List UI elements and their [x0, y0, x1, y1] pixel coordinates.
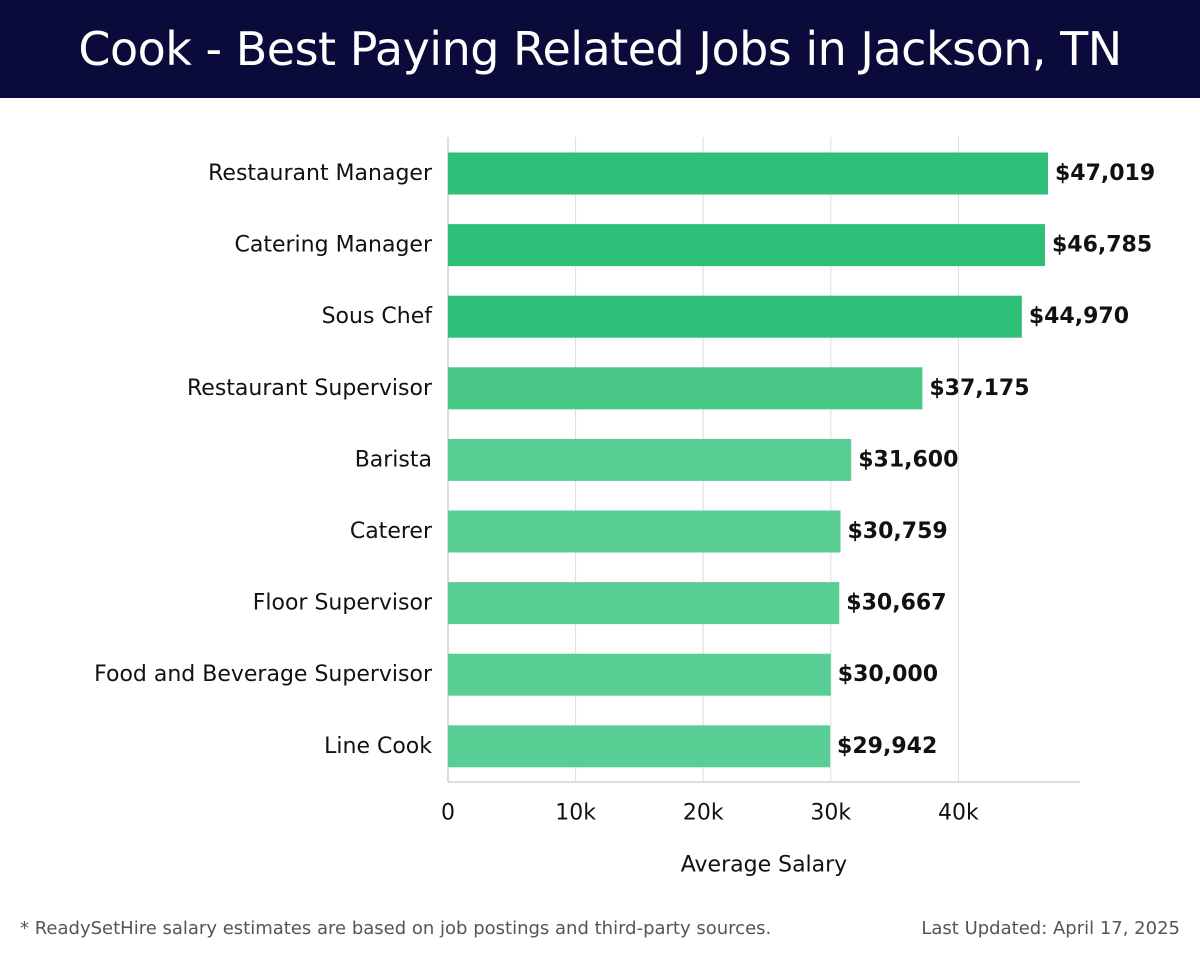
value-label: $30,000 — [838, 662, 938, 687]
value-label: $30,759 — [847, 519, 947, 544]
bar — [448, 152, 1048, 195]
x-tick-label: 30k — [810, 801, 851, 826]
value-label: $29,942 — [837, 734, 937, 759]
value-label: $47,019 — [1055, 161, 1155, 186]
bar — [448, 224, 1045, 267]
chart-header: Cook - Best Paying Related Jobs in Jacks… — [0, 0, 1200, 98]
category-label: Restaurant Manager — [208, 161, 433, 186]
value-label: $31,600 — [858, 447, 958, 472]
value-label: $44,970 — [1029, 304, 1129, 329]
bar — [448, 367, 923, 410]
value-label: $37,175 — [929, 376, 1029, 401]
chart-title: Cook - Best Paying Related Jobs in Jacks… — [78, 22, 1122, 76]
category-label: Caterer — [350, 519, 433, 544]
bar — [448, 510, 841, 553]
bar — [448, 295, 1022, 338]
bar — [448, 725, 831, 768]
value-label: $30,667 — [846, 591, 946, 616]
category-label: Catering Manager — [235, 233, 433, 258]
x-tick-label: 0 — [441, 801, 455, 826]
last-updated: Last Updated: April 17, 2025 — [921, 918, 1180, 939]
x-tick-label: 10k — [555, 801, 596, 826]
value-label: $46,785 — [1052, 233, 1152, 258]
category-label: Food and Beverage Supervisor — [94, 662, 433, 687]
category-label: Line Cook — [324, 734, 432, 759]
category-label: Restaurant Supervisor — [187, 376, 433, 401]
category-label: Floor Supervisor — [253, 591, 433, 616]
footnote: * ReadySetHire salary estimates are base… — [20, 918, 772, 939]
category-label: Sous Chef — [322, 304, 434, 329]
x-tick-label: 20k — [683, 801, 724, 826]
x-axis-title: Average Salary — [681, 853, 847, 878]
x-tick-label: 40k — [938, 801, 979, 826]
bar — [448, 438, 852, 481]
bar — [448, 653, 831, 696]
category-label: Barista — [355, 447, 432, 472]
bar — [448, 582, 840, 625]
